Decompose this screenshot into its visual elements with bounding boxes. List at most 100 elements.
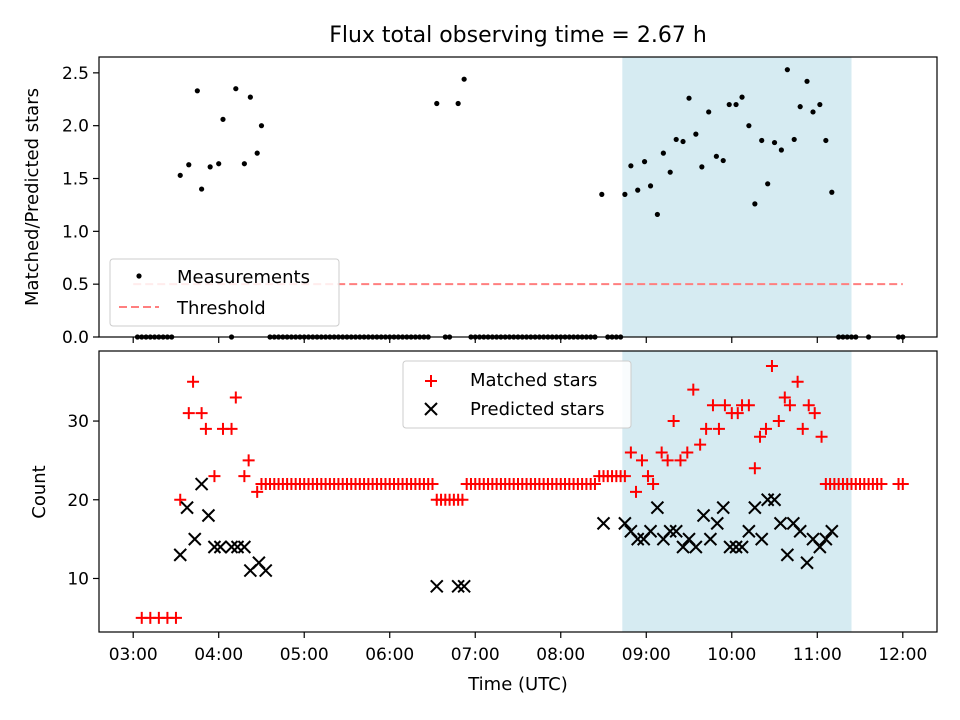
measurement-point	[765, 181, 771, 187]
matched-star-point	[674, 454, 687, 467]
bottom-y-axis-label: Count	[29, 465, 50, 518]
predicted-star-point	[754, 532, 769, 546]
predicted-star-point	[213, 540, 228, 554]
measurement-point	[647, 183, 654, 189]
measurement-point	[746, 123, 752, 129]
top-axes-frame	[98, 56, 938, 338]
predicted-star-point	[457, 579, 471, 594]
predicted-star-point	[596, 516, 611, 531]
x-tick-label: 09:00	[622, 645, 671, 665]
measurement-point	[726, 101, 732, 108]
measurement-point	[791, 136, 797, 143]
matched-star-point	[742, 399, 755, 412]
measurement-point	[199, 186, 205, 192]
predicted-star-point	[237, 540, 252, 554]
predicted-star-point	[207, 540, 222, 554]
matched-star-point	[588, 478, 601, 491]
x-tick-label: 10:00	[707, 645, 756, 665]
matched-star-point	[229, 391, 242, 404]
measurement-point	[254, 150, 260, 156]
matched-star-point	[731, 407, 744, 420]
matched-star-point	[765, 359, 778, 372]
matched-star-point	[242, 454, 255, 467]
measurement-point	[759, 137, 765, 144]
measurement-point	[797, 104, 803, 110]
predicted-star-point	[689, 540, 703, 554]
bottom-axes-frame	[98, 350, 938, 633]
measurement-point	[810, 109, 816, 115]
measurement-point	[752, 201, 758, 207]
matched-star-point	[225, 422, 238, 435]
shaded-span-top	[622, 57, 852, 337]
y-tick-label: 2.0	[62, 117, 89, 137]
matched-star-point	[208, 470, 221, 483]
measurement-point	[680, 138, 686, 145]
legend-marker-predicted-stars	[424, 402, 438, 416]
measurement-point	[241, 161, 247, 167]
y-tick-label: 10	[67, 569, 89, 589]
predicted-star-point	[663, 524, 677, 538]
x-tick-label: 05:00	[280, 645, 329, 665]
predicted-star-point	[259, 563, 273, 578]
predicted-star-point	[631, 532, 645, 546]
y-tick-label: 20	[67, 491, 89, 511]
matched-star-point	[182, 407, 195, 420]
legend-marker-measurements	[136, 273, 142, 279]
predicted-star-point	[188, 532, 202, 546]
matched-star-point	[456, 493, 469, 506]
bottom-legend: Matched stars Predicted stars	[402, 360, 632, 429]
y-tick-label: 2.5	[62, 64, 89, 84]
matched-star-point	[875, 478, 888, 491]
y-tick-label: 0.5	[62, 275, 89, 295]
predicted-star-point	[703, 532, 718, 546]
matched-star-point	[791, 375, 804, 388]
matched-star-point	[783, 399, 796, 412]
x-tick-label: 03:00	[109, 645, 158, 665]
matched-star-point	[896, 478, 909, 491]
predicted-star-point	[773, 516, 788, 531]
predicted-star-point	[650, 500, 665, 515]
x-tick-label: 04:00	[194, 645, 243, 665]
matched-star-point	[426, 478, 439, 491]
predicted-star-point	[696, 508, 711, 523]
legend-label-threshold: Threshold	[176, 298, 266, 319]
predicted-star-point	[819, 532, 833, 546]
predicted-star-point	[669, 524, 683, 538]
measurement-point	[804, 78, 810, 84]
measurement-point	[628, 163, 634, 169]
predicted-star-point	[723, 540, 737, 554]
shaded-span-bottom	[622, 351, 852, 632]
predicted-star-point	[748, 500, 762, 515]
x-axis-label: Time (UTC)	[467, 674, 568, 695]
matched-star-point	[635, 454, 648, 467]
measurement-point	[216, 161, 222, 167]
measurement-point	[673, 136, 679, 143]
matched-star-point	[681, 446, 694, 459]
top-axis-ticks: 0.0 0.5 1.0 1.5 2.0 2.5	[62, 64, 904, 348]
matched-star-point	[815, 430, 828, 443]
measurement-point	[461, 76, 467, 82]
matched-star-point	[187, 375, 200, 388]
predicted-star-point	[180, 500, 194, 515]
matched-star-point	[712, 422, 725, 435]
measurement-point	[641, 159, 648, 165]
predicted-star-point	[742, 524, 756, 538]
measurement-point	[817, 101, 823, 108]
matched-star-point	[169, 611, 182, 624]
measurement-point	[220, 116, 226, 122]
matched-star-point	[687, 383, 700, 396]
measurement-point	[622, 191, 628, 197]
measurement-point	[693, 131, 699, 137]
matched-star-point	[718, 399, 731, 412]
predicted-star-point	[793, 524, 807, 538]
measurement-point	[455, 100, 461, 107]
matched-star-point	[802, 399, 815, 412]
bottom-legend-box	[402, 360, 632, 429]
measurement-point	[233, 86, 239, 92]
x-tick-label: 06:00	[365, 645, 414, 665]
measurement-point	[654, 211, 660, 218]
predicted-star-point	[780, 548, 795, 562]
measurement-point	[733, 101, 739, 108]
matched-star-point	[796, 422, 809, 435]
